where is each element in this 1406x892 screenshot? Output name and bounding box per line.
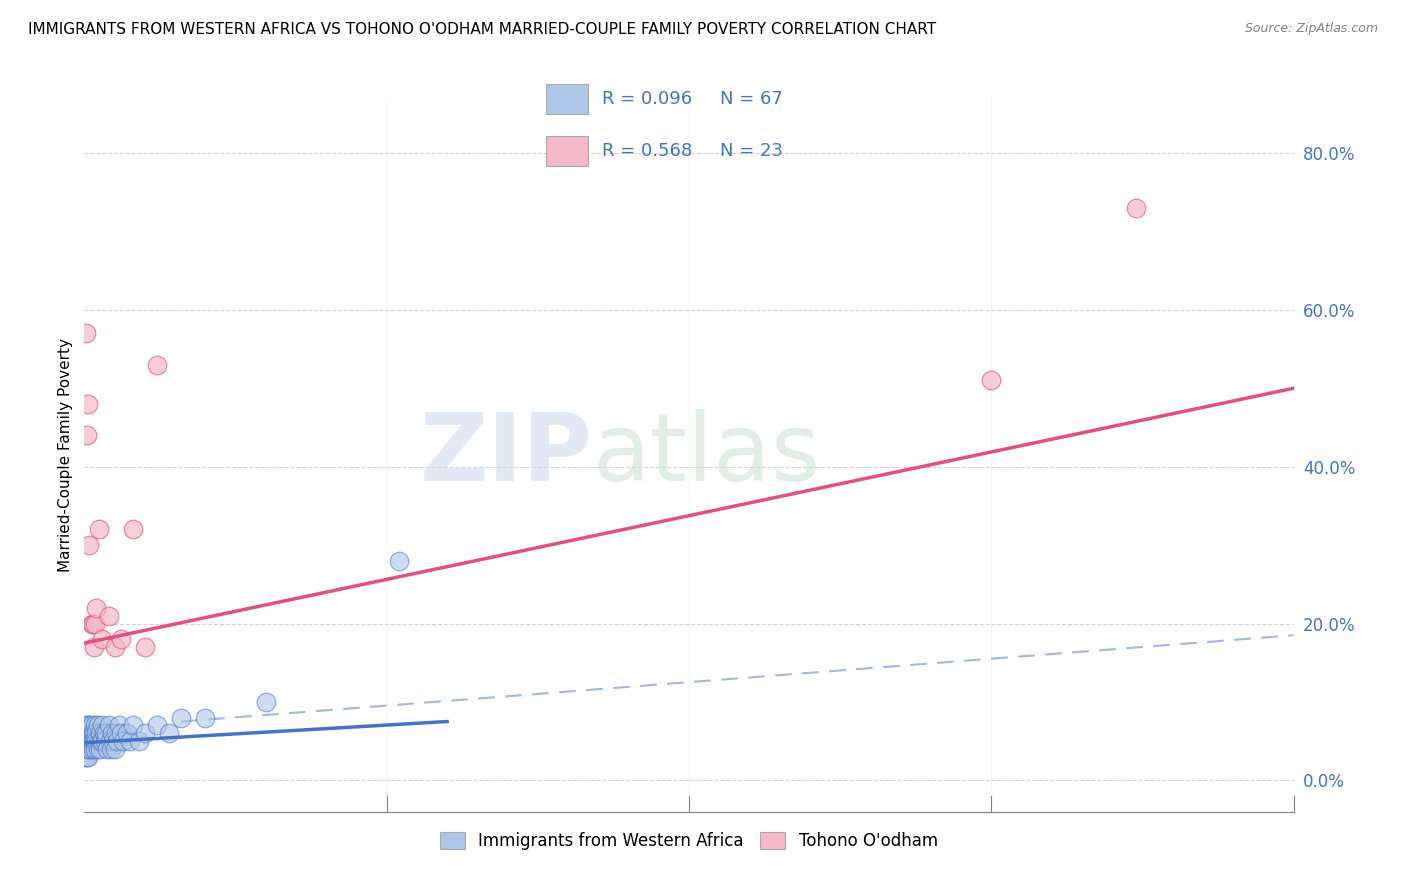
Point <box>82 616 104 631</box>
Point <box>1125 201 1147 215</box>
Point <box>75 734 97 748</box>
Point <box>101 726 124 740</box>
Point <box>83 734 105 748</box>
Point <box>82 726 104 740</box>
Point <box>83 640 105 654</box>
Text: N = 23: N = 23 <box>720 142 783 160</box>
Point <box>76 718 98 732</box>
Point <box>104 742 127 756</box>
Y-axis label: Married-Couple Family Poverty: Married-Couple Family Poverty <box>58 338 73 572</box>
FancyBboxPatch shape <box>546 84 588 114</box>
Point <box>93 726 115 740</box>
Point <box>77 749 100 764</box>
Point <box>157 726 180 740</box>
Legend: Immigrants from Western Africa, Tohono O'odham: Immigrants from Western Africa, Tohono O… <box>433 825 945 857</box>
Point <box>89 726 111 740</box>
Point <box>87 523 110 537</box>
Point <box>82 734 104 748</box>
Point <box>77 718 100 732</box>
Point <box>76 749 98 764</box>
Point <box>146 358 169 372</box>
Point <box>84 742 107 756</box>
Point <box>104 640 127 654</box>
Text: R = 0.568: R = 0.568 <box>602 142 692 160</box>
Point <box>96 742 118 756</box>
Text: N = 67: N = 67 <box>720 90 783 108</box>
Point <box>86 726 108 740</box>
Text: atlas: atlas <box>592 409 821 501</box>
Point <box>110 632 132 647</box>
Point <box>75 326 97 341</box>
Point <box>79 734 101 748</box>
Point <box>121 718 143 732</box>
Point <box>77 726 100 740</box>
Point <box>84 616 107 631</box>
Point <box>115 726 138 740</box>
Point <box>89 742 111 756</box>
FancyBboxPatch shape <box>546 136 588 166</box>
Point <box>388 554 411 568</box>
Point <box>79 742 101 756</box>
Point <box>110 726 132 740</box>
Text: ZIP: ZIP <box>419 409 592 501</box>
Point <box>134 640 156 654</box>
Point <box>91 632 114 647</box>
Point <box>80 718 103 732</box>
Point <box>194 711 217 725</box>
Point <box>91 734 114 748</box>
Point <box>94 726 117 740</box>
Point <box>108 718 131 732</box>
Point <box>82 742 104 756</box>
Point <box>80 734 103 748</box>
Point <box>76 734 98 748</box>
Point <box>77 397 100 411</box>
Point <box>103 734 125 748</box>
Point <box>77 734 100 748</box>
Point <box>980 373 1002 387</box>
Point <box>120 734 142 748</box>
Point <box>77 742 100 756</box>
Point <box>77 742 100 756</box>
Text: Source: ZipAtlas.com: Source: ZipAtlas.com <box>1244 22 1378 36</box>
Point <box>121 523 143 537</box>
Point <box>134 726 156 740</box>
Point <box>75 726 97 740</box>
Point <box>79 726 101 740</box>
Point <box>100 742 122 756</box>
Point <box>90 734 112 748</box>
Point <box>105 734 128 748</box>
Point <box>75 749 97 764</box>
Point <box>86 600 108 615</box>
Point <box>84 718 107 732</box>
Point <box>104 726 127 740</box>
Point <box>254 695 277 709</box>
Point <box>83 726 105 740</box>
Point <box>91 718 114 732</box>
Point <box>94 734 117 748</box>
Point <box>86 718 108 732</box>
Text: R = 0.096: R = 0.096 <box>602 90 692 108</box>
Point <box>75 742 97 756</box>
Point <box>77 726 100 740</box>
Point <box>77 538 100 552</box>
Point <box>76 428 98 442</box>
Point <box>97 718 120 732</box>
Point <box>86 734 108 748</box>
Point <box>77 718 100 732</box>
Point <box>97 608 120 623</box>
Point <box>76 726 98 740</box>
Point <box>170 711 193 725</box>
Point <box>77 734 100 748</box>
Text: IMMIGRANTS FROM WESTERN AFRICA VS TOHONO O'ODHAM MARRIED-COUPLE FAMILY POVERTY C: IMMIGRANTS FROM WESTERN AFRICA VS TOHONO… <box>28 22 936 37</box>
Point <box>76 734 98 748</box>
Point <box>98 734 121 748</box>
Point <box>112 734 135 748</box>
Point <box>146 718 169 732</box>
Point <box>76 742 98 756</box>
Point <box>86 742 108 756</box>
Point <box>128 734 150 748</box>
Point <box>87 734 110 748</box>
Point <box>80 616 103 631</box>
